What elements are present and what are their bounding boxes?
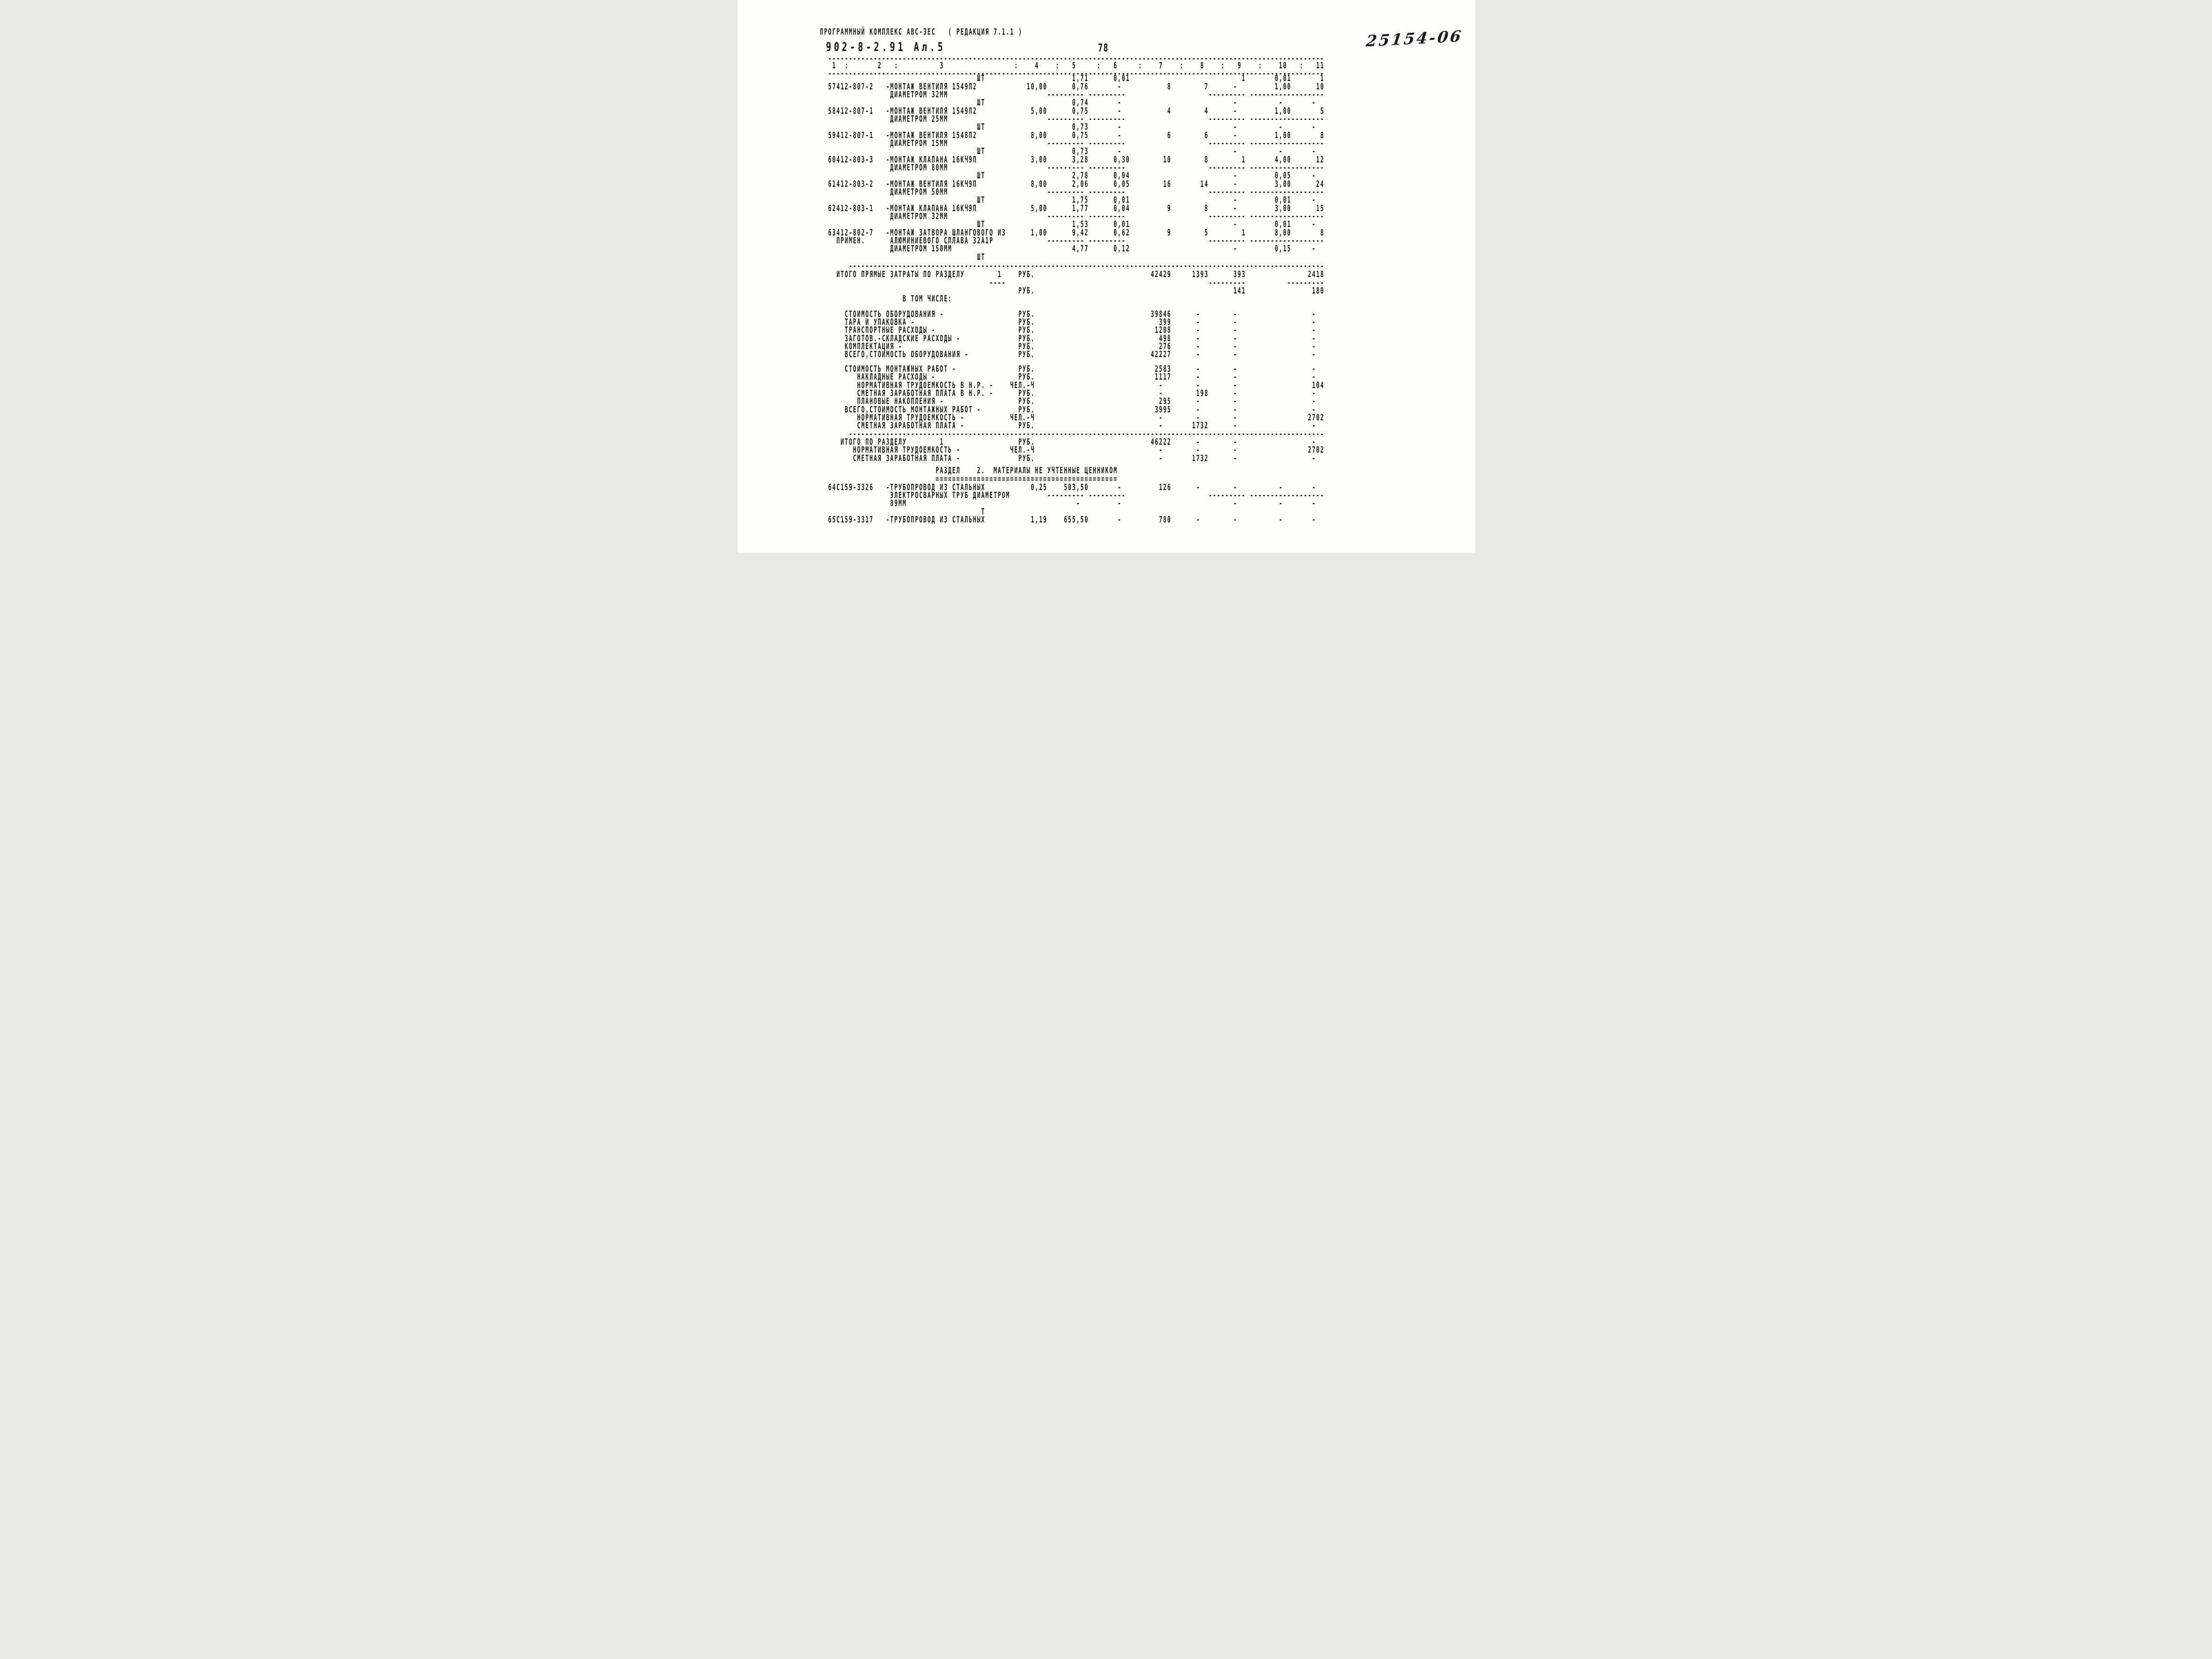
separator-top-2: ----------------------------------------… [820,68,1325,79]
item-64-main-row: 64С159-3326 -ТРУБОПРОВОД ИЗ СТАЛЬНЫХ 0,2… [820,482,1317,492]
item-61-unit-row: ШТ 2,78 0,04 - 0,05 - [820,170,1317,181]
section1-labor-row: НОРМАТИВНАЯ ТРУДОЕМКОСТЬ - ЧЕЛ.-Ч - - - … [820,445,1325,455]
item-63-cont-row-1: ПРИМЕН. АЛЮМИНИЕВОГО СПЛАВА 32А1Р ------… [820,235,1325,246]
page-number: 78 [1098,42,1109,54]
item-64-cont-row-1: ЭЛЕКТРОСВАРНЫХ ТРУБ ДИАМЕТРОМ --------- … [820,490,1325,500]
item-58-unit-row: ШТ 0,74 - - - - [820,97,1317,108]
item-65-main-row: 65С159-3317 -ТРУБОПРОВОД ИЗ СТАЛЬНЫХ 1,1… [820,514,1317,525]
scanned-estimate-page: 902-8-2.91 Ал.5 78 25154-06 ПРОГРАММНЫЙ … [737,0,1475,553]
breakdown-row-7: СТОИМОСТЬ МОНТАЖНЫХ РАБОТ - РУБ. 2583 - … [820,364,1317,374]
direct-costs-total-row: ИТОГО ПРЯМЫЕ ЗАТРАТЫ ПО РАЗДЕЛУ 1 РУБ. 4… [820,269,1325,280]
item-60-main-row: 60412-803-3 -МОНТАЖ КЛАПАНА 16КЧ9П 3,00 … [820,154,1325,165]
breakdown-row-2: ТАРА И УПАКОВКА - РУБ. 399 - - - [820,317,1317,327]
item-60-cont-row-1: ДИАМЕТРОМ 80ММ --------- --------- -----… [820,162,1325,173]
item-63-main-row: 63412-802-7 -МОНТАЖ ЗАТВОРА ШЛАНГОВОГО И… [820,227,1325,238]
breakdown-row-1: СТОИМОСТЬ ОБОРУДОВАНИЯ - РУБ. 39846 - - … [820,308,1317,319]
item-63-unit-row: ШТ 1,53 0,01 - 0,01 - [820,219,1317,230]
breakdown-row-10: СМЕТНАЯ ЗАРАБОТНАЯ ПЛАТА В Н.Р. - РУБ. -… [820,388,1317,398]
column-header-row: 1 : 2 : 3 : 4 : 5 : 6 : 7 : 8 : 9 : 10 :… [820,60,1325,71]
separator-bottom: ----------------------------------------… [820,428,1325,439]
breakdown-row-6: ВСЕГО,СТОИМОСТЬ ОБОРУДОВАНИЯ - РУБ. 4222… [820,349,1317,360]
breakdown-row-4: ЗАГОТОВ.-СКЛАДСКИЕ РАСХОДЫ - РУБ. 498 - … [820,333,1317,344]
item-61-main-row: 61412-803-2 -МОНТАЖ ВЕНТИЛЯ 16КЧ9П 8,00 … [820,178,1325,189]
breakdown-row-13: НОРМАТИВНАЯ ТРУДОЕМКОСТЬ - ЧЕЛ.-Ч - - - … [820,412,1325,423]
doc-code: 902-8-2.91 Ал.5 [826,40,945,54]
breakdown-row-12: ВСЕГО,СТОИМОСТЬ МОНТАЖНЫХ РАБОТ - РУБ. 3… [820,404,1317,415]
section2-title: РАЗДЕЛ 2. МАТЕРИАЛЫ НЕ УЧТЕННЫЕ ЦЕННИКОМ [820,465,1118,476]
breakdown-row-11: ПЛАНОВЫЕ НАКОПЛЕНИЯ - РУБ. 295 - - - [820,396,1317,407]
breakdown-row-14: СМЕТНАЯ ЗАРАБОТНАЯ ПЛАТА - РУБ. - 1732 -… [820,420,1317,431]
section2-underline: ========================================… [820,474,1118,484]
breakdown-row-8: НАКЛАДНЫЕ РАСХОДЫ - РУБ. 1117 - - - [820,372,1317,382]
item-58-main-row: 58412-807-1 -МОНТАЖ ВЕНТИЛЯ 1549П2 5,00 … [820,105,1325,116]
section1-total-row: ИТОГО ПО РАЗДЕЛУ 1 РУБ. 46222 - - - [820,437,1317,447]
separator-mid: ----------------------------------------… [820,261,1325,271]
program-header: ПРОГРАММНЫЙ КОМПЛЕКС АВС-3ЕС ( РЕДАКЦИЯ … [820,27,1023,37]
item-62-unit-row: ШТ 1,75 0,01 - 0,01 - [820,195,1317,206]
item-62-main-row: 62412-803-1 -МОНТАЖ КЛАПАНА 16КЧ9П 5,00 … [820,203,1325,213]
breakdown-row-9: НОРМАТИВНАЯ ТРУДОЕМКОСТЬ В Н.Р. - ЧЕЛ.-Ч… [820,380,1325,390]
section1-wage-row: СМЕТНАЯ ЗАРАБОТНАЯ ПЛАТА - РУБ. - 1732 -… [820,453,1317,463]
item-59-cont-row-1: ДИАМЕТРОМ 15ММ --------- --------- -----… [820,138,1325,148]
direct-costs-underline-row: ---- --------- --------- [820,277,1325,288]
direct-costs-extra-row: РУБ. 141 180 [820,286,1325,296]
item-57-unit-row: ШТ 1,71 0,01 1 0,01 1 [820,73,1325,84]
handwritten-number: 25154-06 [1364,27,1464,51]
item-59-unit-row: ШТ 0,73 - - - - [820,122,1317,132]
item-58-cont-row-1: ДИАМЕТРОМ 25ММ --------- --------- -----… [820,114,1325,124]
item-64-cont-row-2: 89ММ - - - - - [820,498,1317,509]
item-57-main-row: 57412-807-2 -МОНТАЖ ВЕНТИЛЯ 1549П2 10,00… [820,81,1325,92]
item-63-cont-row-2: ДИАМЕТРОМ 150ММ 4,77 0,12 - 0,15 - [820,243,1317,254]
item-57-cont-row-1: ДИАМЕТРОМ 32ММ --------- --------- -----… [820,89,1325,100]
item-65-unit-row: Т [820,506,986,517]
item-61-cont-row-1: ДИАМЕТРОМ 50ММ --------- --------- -----… [820,187,1325,197]
item-63-unit-below-row: ШТ [820,251,986,262]
separator-top-1: ----------------------------------------… [820,53,1325,64]
item-60-unit-row: ШТ 0,73 - - - - [820,146,1317,157]
item-62-cont-row-1: ДИАМЕТРОМ 32ММ --------- --------- -----… [820,211,1325,221]
item-59-main-row: 59412-807-1 -МОНТАЖ ВЕНТИЛЯ 1548П2 8,00 … [820,130,1325,140]
including-header: В ТОМ ЧИСЛЕ: [820,294,952,304]
breakdown-row-3: ТРАНСПОРТНЫЕ РАСХОДЫ - РУБ. 1208 - - - [820,325,1317,336]
breakdown-row-5: КОМПЛЕКТАЦИЯ - РУБ. 276 - - - [820,341,1317,352]
